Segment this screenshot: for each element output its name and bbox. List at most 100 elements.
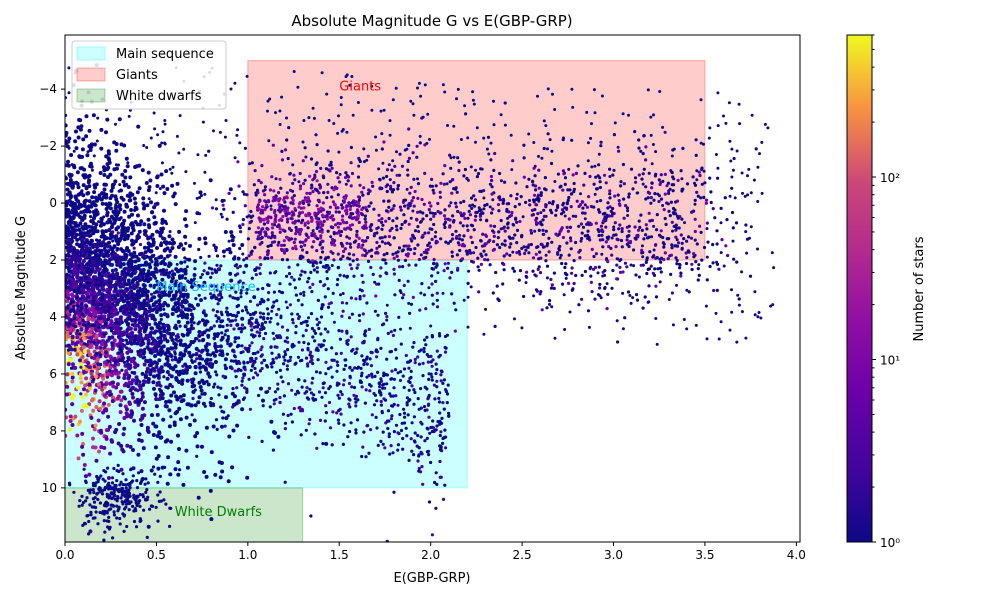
star-point: [195, 454, 199, 458]
star-point: [231, 428, 236, 433]
star-point: [95, 286, 100, 291]
star-point: [417, 454, 421, 458]
star-point: [281, 380, 285, 384]
star-point: [179, 341, 183, 345]
star-point: [225, 306, 229, 310]
star-point: [310, 245, 314, 249]
star-point: [439, 430, 443, 434]
star-point: [172, 191, 177, 196]
star-point: [147, 300, 151, 304]
star-point: [73, 365, 78, 370]
star-point: [454, 201, 458, 205]
star-point: [391, 333, 395, 338]
star-point: [308, 360, 312, 364]
star-point: [627, 244, 631, 249]
star-point: [69, 309, 73, 314]
star-point: [448, 218, 452, 222]
star-point: [234, 273, 238, 277]
star-point: [81, 452, 86, 457]
star-point: [106, 414, 111, 419]
star-point: [110, 341, 114, 345]
star-point: [569, 239, 573, 243]
star-point: [79, 124, 84, 129]
star-point: [137, 438, 141, 442]
star-point: [226, 479, 231, 484]
star-point: [113, 253, 117, 257]
star-point: [104, 130, 108, 135]
star-point: [137, 295, 141, 299]
star-point: [618, 265, 622, 269]
star-point: [458, 221, 463, 225]
star-point: [240, 407, 245, 412]
star-point: [349, 161, 353, 165]
star-point: [266, 298, 270, 302]
star-point: [149, 200, 153, 205]
star-point: [262, 222, 266, 226]
star-point: [278, 401, 282, 405]
star-point: [302, 290, 306, 294]
star-point: [306, 342, 311, 346]
star-point: [228, 319, 232, 323]
star-point: [550, 283, 554, 287]
star-point: [70, 375, 75, 380]
star-point: [359, 374, 364, 378]
star-point: [423, 408, 427, 412]
star-point: [311, 335, 315, 339]
star-point: [161, 184, 166, 189]
star-point: [401, 436, 405, 441]
star-point: [141, 278, 146, 282]
star-point: [116, 231, 120, 235]
star-point: [381, 442, 385, 446]
star-point: [564, 262, 568, 266]
star-point: [497, 195, 502, 199]
star-point: [292, 173, 296, 177]
star-point: [219, 405, 223, 409]
star-point: [92, 365, 96, 369]
star-point: [677, 241, 681, 245]
star-point: [107, 359, 111, 363]
star-point: [257, 178, 261, 183]
star-point: [93, 275, 98, 279]
star-point: [382, 374, 386, 378]
star-point: [251, 333, 255, 337]
star-point: [79, 306, 83, 310]
star-point: [148, 235, 153, 240]
star-point: [369, 364, 374, 368]
star-point: [260, 324, 264, 328]
star-point: [608, 192, 612, 196]
star-point: [399, 428, 404, 433]
star-point: [434, 362, 438, 366]
star-point: [271, 331, 275, 335]
star-point: [165, 339, 170, 344]
star-point: [345, 331, 349, 335]
star-point: [327, 400, 332, 405]
star-point: [285, 138, 289, 142]
star-point: [410, 449, 414, 453]
star-point: [152, 307, 156, 311]
star-point: [665, 201, 669, 205]
star-point: [361, 312, 365, 316]
star-point: [350, 267, 354, 271]
star-point: [144, 181, 149, 185]
star-point: [122, 279, 127, 284]
star-point: [431, 358, 435, 362]
star-point: [277, 353, 281, 357]
star-point: [271, 357, 275, 361]
star-point: [103, 270, 107, 274]
star-point: [373, 309, 377, 313]
star-point: [113, 194, 118, 199]
star-point: [68, 414, 73, 419]
star-point: [312, 268, 316, 272]
star-point: [98, 267, 102, 271]
star-point: [115, 382, 120, 387]
star-point: [113, 267, 118, 272]
star-point: [150, 210, 155, 215]
star-point: [296, 263, 300, 267]
star-point: [145, 296, 150, 301]
star-point: [136, 400, 141, 404]
star-point: [405, 396, 409, 400]
star-point: [157, 358, 162, 363]
star-point: [398, 378, 403, 383]
star-point: [300, 409, 305, 413]
star-point: [663, 172, 667, 176]
